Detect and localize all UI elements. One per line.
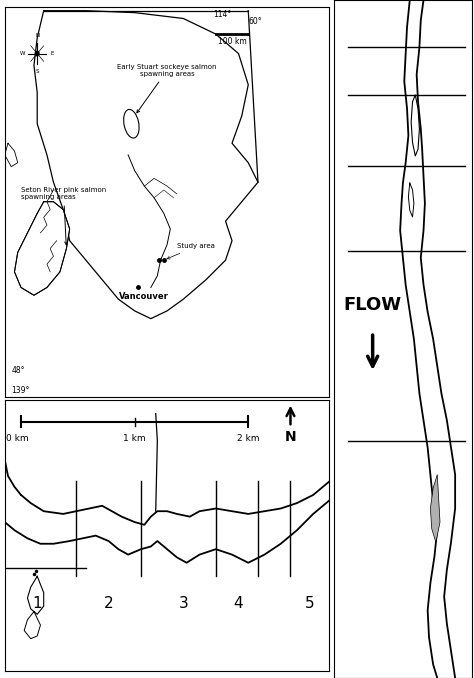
Text: 114°: 114° [213, 9, 231, 18]
Text: 4: 4 [234, 596, 243, 611]
Text: N: N [35, 33, 39, 38]
Text: 2 km: 2 km [237, 434, 259, 443]
Text: N: N [285, 430, 296, 443]
Text: 5: 5 [305, 596, 315, 611]
Circle shape [36, 52, 39, 56]
Text: FLOW: FLOW [344, 296, 402, 314]
Text: 3: 3 [178, 596, 188, 611]
Text: 2: 2 [104, 596, 113, 611]
Text: Vancouver: Vancouver [119, 292, 169, 301]
Text: 48°: 48° [11, 366, 25, 375]
Text: E: E [50, 51, 54, 56]
Text: Early Stuart sockeye salmon
spawning areas: Early Stuart sockeye salmon spawning are… [118, 64, 217, 113]
Text: 60°: 60° [248, 18, 262, 26]
Text: Study area: Study area [167, 243, 215, 259]
Polygon shape [430, 475, 440, 542]
Text: 0 km: 0 km [7, 434, 29, 443]
Text: 139°: 139° [11, 386, 29, 395]
Text: 1 km: 1 km [123, 434, 146, 443]
Text: 1: 1 [32, 596, 42, 611]
Polygon shape [15, 201, 70, 296]
Text: Seton River pink salmon
spawning areas: Seton River pink salmon spawning areas [21, 187, 106, 245]
Text: 100 km: 100 km [218, 37, 246, 46]
Text: S: S [36, 69, 39, 74]
Text: W: W [19, 51, 25, 56]
